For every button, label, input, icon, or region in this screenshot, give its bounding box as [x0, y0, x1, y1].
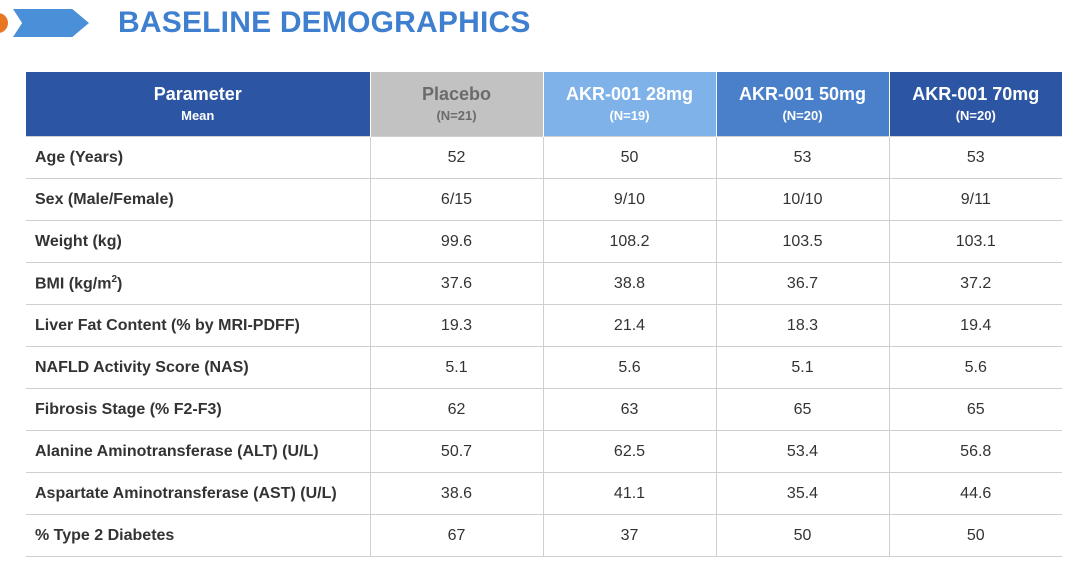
- chevron-arrow-icon: [13, 9, 89, 37]
- table-row: Aspartate Aminotransferase (AST) (U/L) 38…: [26, 472, 1062, 515]
- column-header-parameter: Parameter Mean: [26, 72, 371, 137]
- column-header-akr-70mg: AKR-001 70mg (N=20): [889, 72, 1062, 137]
- parameter-label-superscript: 2: [111, 273, 118, 285]
- parameter-label-text: % Type 2 Diabetes: [35, 526, 175, 544]
- table-body: Age (Years) 52 50 53 53 Sex (Male/Female) 6/15…: [26, 136, 1062, 557]
- table-row: NAFLD Activity Score (NAS) 5.1 5.6 5.1 5.6: [26, 346, 1062, 389]
- column-header-sub: Mean: [181, 108, 215, 123]
- parameter-label-text: Alanine Aminotransferase (ALT) (U/L): [35, 442, 319, 460]
- page-title: BASELINE DEMOGRAPHICS: [118, 6, 531, 39]
- table-cell: 56.8: [889, 430, 1062, 473]
- column-header-placebo: Placebo (N=21): [370, 72, 544, 137]
- column-header-akr-50mg: AKR-001 50mg (N=20): [716, 72, 890, 137]
- table-cell: 65: [889, 388, 1062, 431]
- table-row: Fibrosis Stage (% F2-F3) 62 63 65 65: [26, 388, 1062, 431]
- table-cell: 5.6: [543, 346, 717, 389]
- table-cell: 5.6: [889, 346, 1062, 389]
- table-cell: 53: [889, 136, 1062, 179]
- demographics-table: Parameter Mean Placebo (N=21) AKR-001 28…: [26, 72, 1062, 557]
- row-parameter-label: Aspartate Aminotransferase (AST) (U/L): [26, 472, 371, 515]
- table-cell: 65: [716, 388, 890, 431]
- column-header-sub: (N=21): [436, 108, 477, 123]
- parameter-label-tail: ): [117, 275, 123, 293]
- table-cell: 103.5: [716, 220, 890, 263]
- table-row: Alanine Aminotransferase (ALT) (U/L) 50.7…: [26, 430, 1062, 473]
- row-parameter-label: BMI (kg/m2): [26, 262, 371, 305]
- table-cell: 21.4: [543, 304, 717, 347]
- parameter-label-text: Liver Fat Content (% by MRI-PDFF): [35, 316, 300, 334]
- row-parameter-label: Alanine Aminotransferase (ALT) (U/L): [26, 430, 371, 473]
- table-cell: 10/10: [716, 178, 890, 221]
- table-cell: 19.4: [889, 304, 1062, 347]
- row-parameter-label: % Type 2 Diabetes: [26, 514, 371, 557]
- table-row: Weight (kg) 99.6 108.2 103.5 103.1: [26, 220, 1062, 263]
- parameter-label-text: Age (Years): [35, 148, 124, 166]
- table-cell: 19.3: [370, 304, 544, 347]
- column-header-label: AKR-001 50mg: [738, 84, 867, 104]
- column-header-sub: (N=19): [609, 108, 650, 123]
- orange-dot-icon: [0, 13, 8, 33]
- table-cell: 37.2: [889, 262, 1062, 305]
- row-parameter-label: Liver Fat Content (% by MRI-PDFF): [26, 304, 371, 347]
- column-header-sub: (N=20): [955, 108, 996, 123]
- table-cell: 62: [370, 388, 544, 431]
- table-cell: 9/10: [543, 178, 717, 221]
- table-cell: 103.1: [889, 220, 1062, 263]
- table-cell: 5.1: [716, 346, 890, 389]
- parameter-label-text: BMI (kg/m: [35, 275, 112, 293]
- table-cell: 99.6: [370, 220, 544, 263]
- table-cell: 67: [370, 514, 544, 557]
- column-header-label: Parameter: [153, 84, 242, 104]
- table-cell: 37: [543, 514, 717, 557]
- table-row: Sex (Male/Female) 6/15 9/10 10/10 9/11: [26, 178, 1062, 221]
- table-cell: 108.2: [543, 220, 717, 263]
- table-cell: 63: [543, 388, 717, 431]
- parameter-label-text: Weight (kg): [35, 232, 122, 250]
- table-cell: 62.5: [543, 430, 717, 473]
- table-cell: 6/15: [370, 178, 544, 221]
- column-header-label: Placebo: [421, 84, 492, 104]
- table-header-row: Parameter Mean Placebo (N=21) AKR-001 28…: [26, 72, 1062, 137]
- table-cell: 41.1: [543, 472, 717, 515]
- table-cell: 50: [716, 514, 890, 557]
- table-row: Age (Years) 52 50 53 53: [26, 136, 1062, 179]
- row-parameter-label: Age (Years): [26, 136, 371, 179]
- table-cell: 44.6: [889, 472, 1062, 515]
- column-header-label: AKR-001 70mg: [912, 84, 1040, 104]
- table-cell: 53.4: [716, 430, 890, 473]
- row-parameter-label: Sex (Male/Female): [26, 178, 371, 221]
- column-header-label: AKR-001 28mg: [565, 84, 694, 104]
- parameter-label-text: Sex (Male/Female): [35, 190, 174, 208]
- table-cell: 38.8: [543, 262, 717, 305]
- table-row: Liver Fat Content (% by MRI-PDFF) 19.3 21.…: [26, 304, 1062, 347]
- table-cell: 35.4: [716, 472, 890, 515]
- table-cell: 38.6: [370, 472, 544, 515]
- table-cell: 53: [716, 136, 890, 179]
- parameter-label-text: NAFLD Activity Score (NAS): [35, 358, 249, 376]
- parameter-label-text: Aspartate Aminotransferase (AST) (U/L): [35, 484, 337, 502]
- table-cell: 50: [889, 514, 1062, 557]
- parameter-label-text: Fibrosis Stage (% F2-F3): [35, 400, 222, 418]
- table-cell: 50: [543, 136, 717, 179]
- column-header-akr-28mg: AKR-001 28mg (N=19): [543, 72, 717, 137]
- table-cell: 5.1: [370, 346, 544, 389]
- table-cell: 36.7: [716, 262, 890, 305]
- row-parameter-label: Fibrosis Stage (% F2-F3): [26, 388, 371, 431]
- table-row: % Type 2 Diabetes 67 37 50 50: [26, 514, 1062, 557]
- table-cell: 50.7: [370, 430, 544, 473]
- table-cell: 9/11: [889, 178, 1062, 221]
- row-parameter-label: NAFLD Activity Score (NAS): [26, 346, 371, 389]
- table-cell: 18.3: [716, 304, 890, 347]
- table-row: BMI (kg/m2) 37.6 38.8 36.7 37.2: [26, 262, 1062, 305]
- column-header-sub: (N=20): [782, 108, 823, 123]
- table-cell: 52: [370, 136, 544, 179]
- table-cell: 37.6: [370, 262, 544, 305]
- row-parameter-label: Weight (kg): [26, 220, 371, 263]
